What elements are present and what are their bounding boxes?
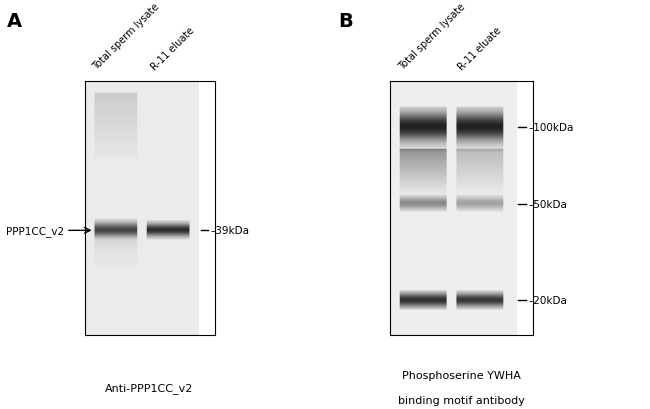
Text: –50kDa: –50kDa	[528, 199, 567, 209]
Text: Total sperm lysate: Total sperm lysate	[91, 2, 161, 72]
Text: Anti-PPP1CC_v2: Anti-PPP1CC_v2	[105, 382, 194, 393]
Text: A: A	[6, 12, 21, 31]
Text: PPP1CC_v2: PPP1CC_v2	[6, 225, 64, 236]
Text: –100kDa: –100kDa	[528, 123, 573, 133]
Text: R-11 eluate: R-11 eluate	[150, 25, 196, 72]
Text: B: B	[338, 12, 353, 31]
Text: –20kDa: –20kDa	[528, 296, 567, 306]
Text: –39kDa: –39kDa	[210, 226, 249, 236]
Text: Total sperm lysate: Total sperm lysate	[397, 2, 467, 72]
Text: binding motif antibody: binding motif antibody	[398, 395, 525, 405]
Text: R-11 eluate: R-11 eluate	[456, 25, 503, 72]
Text: Phosphoserine YWHA: Phosphoserine YWHA	[402, 371, 521, 380]
